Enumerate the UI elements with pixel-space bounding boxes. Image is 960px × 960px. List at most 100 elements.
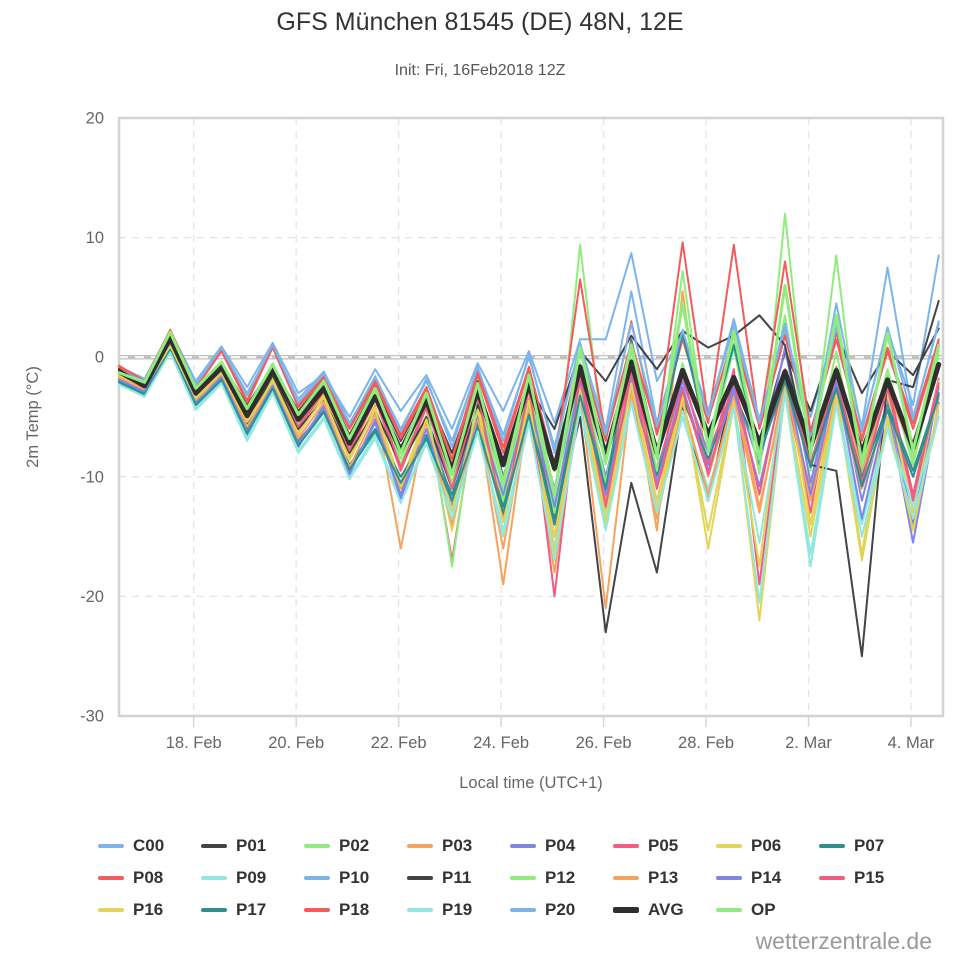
legend-item-P03[interactable]: P03 <box>407 836 510 856</box>
legend-swatch-P12 <box>510 876 536 880</box>
legend-swatch-P14 <box>716 876 742 880</box>
legend-item-P06[interactable]: P06 <box>716 836 819 856</box>
legend-swatch-P11 <box>407 876 433 880</box>
legend-label-P08: P08 <box>133 868 164 887</box>
legend-swatch-P16 <box>98 908 124 912</box>
legend-label-P17: P17 <box>236 900 267 919</box>
legend-label-P07: P07 <box>854 836 885 855</box>
legend-item-OP[interactable]: OP <box>716 900 819 920</box>
x-tick-label: 24. Feb <box>473 734 529 752</box>
x-tick-label: 2. Mar <box>785 734 832 752</box>
legend-item-P15[interactable]: P15 <box>819 868 922 888</box>
legend-label-AVG: AVG <box>648 900 684 919</box>
legend-label-P06: P06 <box>751 836 782 855</box>
y-tick-label: 20 <box>86 110 104 128</box>
legend-swatch-P13 <box>613 876 639 880</box>
legend-item-P01[interactable]: P01 <box>201 836 304 856</box>
legend-label-C00: C00 <box>133 836 165 855</box>
legend-swatch-P01 <box>201 844 227 848</box>
legend-swatch-P09 <box>201 876 227 880</box>
chart-subtitle: Init: Fri, 16Feb2018 12Z <box>394 62 566 79</box>
legend-swatch-AVG <box>613 907 639 913</box>
x-tick-label: 28. Feb <box>678 734 734 752</box>
legend-item-P02[interactable]: P02 <box>304 836 407 856</box>
legend-label-P04: P04 <box>545 836 576 855</box>
legend-item-P11[interactable]: P11 <box>407 868 510 888</box>
legend-label-P10: P10 <box>339 868 370 887</box>
legend-item-P14[interactable]: P14 <box>716 868 819 888</box>
legend-item-P04[interactable]: P04 <box>510 836 613 856</box>
legend-item-P05[interactable]: P05 <box>613 836 716 856</box>
series-line-P14 <box>118 343 940 544</box>
chart-title: GFS München 81545 (DE) 48N, 12E <box>276 8 684 36</box>
legend-swatch-P06 <box>716 844 742 848</box>
x-tick-label: 26. Feb <box>576 734 632 752</box>
y-tick-label: -20 <box>80 588 104 606</box>
x-tick-label: 20. Feb <box>268 734 324 752</box>
legend-swatch-C00 <box>98 844 124 848</box>
legend-label-P05: P05 <box>648 836 679 855</box>
legend-swatch-P05 <box>613 844 639 848</box>
legend-swatch-P03 <box>407 844 433 848</box>
legend-item-P12[interactable]: P12 <box>510 868 613 888</box>
watermark-wetterzentrale: wetterzentrale.de <box>755 928 932 954</box>
legend-swatch-P07 <box>819 844 845 848</box>
series-line-OP <box>118 283 941 497</box>
y-axis-title: 2m Temp (°C) <box>24 366 42 468</box>
legend-swatch-P10 <box>304 876 330 880</box>
x-tick-label: 18. Feb <box>166 734 222 752</box>
y-tick-label: -30 <box>80 708 104 726</box>
legend-item-AVG[interactable]: AVG <box>613 900 716 920</box>
legend-label-P09: P09 <box>236 868 267 887</box>
legend-item-P13[interactable]: P13 <box>613 868 716 888</box>
x-axis-title: Local time (UTC+1) <box>459 774 603 792</box>
legend-label-P15: P15 <box>854 868 885 887</box>
x-tick-label: 4. Mar <box>888 734 935 752</box>
legend-label-P11: P11 <box>442 868 472 887</box>
y-tick-label: -10 <box>80 468 104 486</box>
legend-item-P18[interactable]: P18 <box>304 900 407 920</box>
legend-label-OP: OP <box>751 900 776 919</box>
legend-item-P09[interactable]: P09 <box>201 868 304 888</box>
legend-item-P08[interactable]: P08 <box>98 868 201 888</box>
series-line-P18 <box>118 241 940 466</box>
legend-swatch-P18 <box>304 908 330 912</box>
legend-label-P12: P12 <box>545 868 576 887</box>
legend-label-P19: P19 <box>442 900 473 919</box>
legend-swatch-OP <box>716 908 742 912</box>
plot-border <box>117 116 945 718</box>
legend-swatch-P08 <box>98 876 124 880</box>
legend-label-P01: P01 <box>236 836 267 855</box>
y-tick-label: 0 <box>95 349 104 367</box>
legend-item-P16[interactable]: P16 <box>98 900 201 920</box>
series-line-AVG <box>118 335 942 474</box>
series-line-P16 <box>118 345 940 622</box>
legend-label-P20: P20 <box>545 900 576 919</box>
legend-item-P07[interactable]: P07 <box>819 836 922 856</box>
legend-swatch-P04 <box>510 844 536 848</box>
legend-item-C00[interactable]: C00 <box>98 836 201 856</box>
legend-label-P16: P16 <box>133 900 164 919</box>
axes: 18. Feb 20. Feb 22. Feb 24. Feb 26. Feb 28. F… <box>24 110 935 793</box>
ensemble-temperature-chart: 18. Feb 20. Feb 22. Feb 24. Feb 26. Feb 28. F… <box>24 110 945 793</box>
legend-swatch-P02 <box>304 844 330 848</box>
x-tick-label: 22. Feb <box>371 734 427 752</box>
legend-swatch-P19 <box>407 908 433 912</box>
legend-item-P19[interactable]: P19 <box>407 900 510 920</box>
legend-label-P18: P18 <box>339 900 370 919</box>
series-line-P19 <box>118 351 940 604</box>
legend-label-P02: P02 <box>339 836 370 855</box>
legend-item-P20[interactable]: P20 <box>510 900 613 920</box>
chart-legend: C00 P01 P02 P03 P04 P05 P06 P07 P08 P09 P10 P11 P12 P… <box>98 830 922 926</box>
legend-label-P03: P03 <box>442 836 473 855</box>
legend-swatch-P15 <box>819 876 845 880</box>
legend-swatch-P17 <box>201 908 227 912</box>
series-group <box>118 212 942 658</box>
legend-item-P17[interactable]: P17 <box>201 900 304 920</box>
legend-swatch-P20 <box>510 908 536 912</box>
legend-item-P10[interactable]: P10 <box>304 868 407 888</box>
series-line-P17 <box>118 332 940 526</box>
series-line-P13 <box>118 340 940 610</box>
legend-label-P13: P13 <box>648 868 679 887</box>
